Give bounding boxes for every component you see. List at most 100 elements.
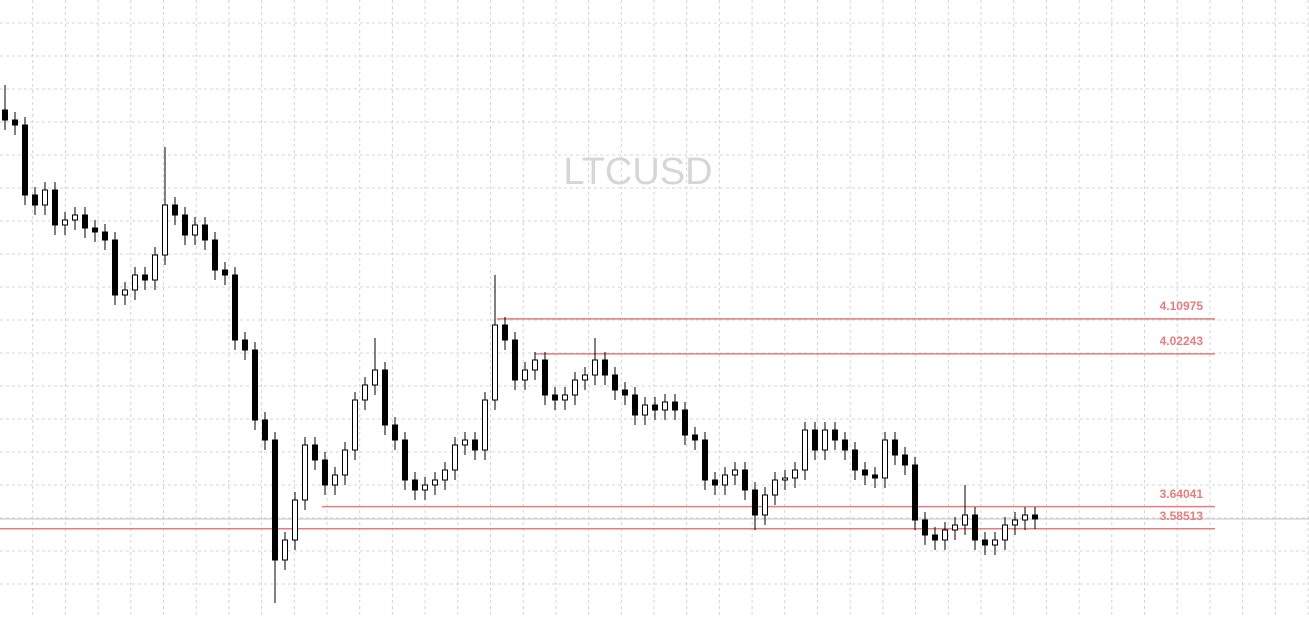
candle-body xyxy=(1022,514,1028,521)
candle-body xyxy=(362,384,368,401)
candle-body xyxy=(622,389,628,396)
candle-body xyxy=(12,119,18,126)
candle-body xyxy=(702,439,708,481)
candle-body xyxy=(462,439,468,446)
candle-body xyxy=(2,109,8,121)
candle-body xyxy=(582,374,588,381)
candle-body xyxy=(612,374,618,391)
candle-body xyxy=(952,524,958,531)
candle-body xyxy=(862,469,868,476)
candle-body xyxy=(752,489,758,516)
candle-body xyxy=(1032,514,1038,520)
candle-body xyxy=(832,429,838,441)
candle-body xyxy=(332,474,338,486)
candle-body xyxy=(722,474,728,486)
candle-body xyxy=(632,394,638,416)
candle-body xyxy=(712,479,718,486)
candle-body xyxy=(992,539,998,546)
candle-body xyxy=(22,124,28,196)
candle-body xyxy=(502,324,508,341)
candle-body xyxy=(232,274,238,341)
candle-body xyxy=(412,479,418,491)
candle-body xyxy=(132,274,138,291)
candle-body xyxy=(902,454,908,466)
candle-body xyxy=(542,359,548,396)
candle-body xyxy=(792,469,798,479)
candle-body xyxy=(192,224,198,236)
candle-body xyxy=(672,401,678,411)
candle-body xyxy=(392,424,398,441)
candle-body xyxy=(682,409,688,436)
candle-body xyxy=(472,439,478,451)
candle-body xyxy=(742,469,748,491)
candle-body xyxy=(422,484,428,491)
candle-body xyxy=(812,429,818,451)
candle-body xyxy=(802,429,808,471)
candle-body xyxy=(552,394,558,401)
level-label: 3.64041 xyxy=(1160,487,1204,501)
candle-body xyxy=(592,359,598,376)
candle-body xyxy=(602,359,608,376)
candle-body xyxy=(402,439,408,481)
candle-body xyxy=(762,494,768,516)
candle-body xyxy=(272,439,278,561)
candle-body xyxy=(912,464,918,521)
candle-body xyxy=(142,274,148,281)
candle-body xyxy=(242,339,248,351)
candle-body xyxy=(932,534,938,541)
candle-body xyxy=(32,194,38,206)
level-label: 4.02243 xyxy=(1160,334,1204,348)
candle-body xyxy=(102,231,108,241)
candle-body xyxy=(212,239,218,271)
candle-body xyxy=(652,404,658,411)
candle-body xyxy=(662,401,668,411)
candle-body xyxy=(852,449,858,471)
candle-body xyxy=(972,514,978,541)
candle-body xyxy=(442,469,448,481)
candle-body xyxy=(342,449,348,476)
candle-body xyxy=(202,224,208,241)
candle-body xyxy=(532,359,538,371)
candles xyxy=(2,85,1038,603)
candle-body xyxy=(352,399,358,451)
candle-body xyxy=(372,369,378,386)
candle-body xyxy=(222,269,228,276)
candle-body xyxy=(842,439,848,451)
candle-body xyxy=(922,519,928,536)
candle-body xyxy=(432,479,438,486)
candle-body xyxy=(732,469,738,476)
candle-body xyxy=(982,539,988,546)
candle-body xyxy=(522,369,528,381)
candle-body xyxy=(112,239,118,296)
candle-body xyxy=(872,474,878,479)
candle-body xyxy=(292,499,298,541)
candle-body xyxy=(122,289,128,296)
candle-body xyxy=(262,419,268,441)
candle-body xyxy=(1012,519,1018,526)
candle-body xyxy=(42,189,48,206)
candle-body xyxy=(692,434,698,441)
candle-body xyxy=(822,429,828,451)
candle-body xyxy=(512,339,518,381)
candle-body xyxy=(162,204,168,256)
candle-body xyxy=(52,189,58,226)
candle-body xyxy=(482,399,488,451)
candle-body xyxy=(322,459,328,486)
candle-body xyxy=(282,539,288,561)
candle-body xyxy=(562,394,568,401)
candle-body xyxy=(82,214,88,229)
candle-body xyxy=(642,404,648,416)
levels: 4.10975 4.02243 3.64041 3.58513 xyxy=(0,299,1309,530)
candle-body xyxy=(962,514,968,526)
candle-body xyxy=(882,439,888,479)
candle-body xyxy=(772,479,778,496)
candle-body xyxy=(72,214,78,221)
candle-body xyxy=(152,254,158,281)
candle-body xyxy=(892,439,898,456)
candle-body xyxy=(172,204,178,216)
candle-body xyxy=(92,227,98,233)
candle-body xyxy=(1002,524,1008,541)
